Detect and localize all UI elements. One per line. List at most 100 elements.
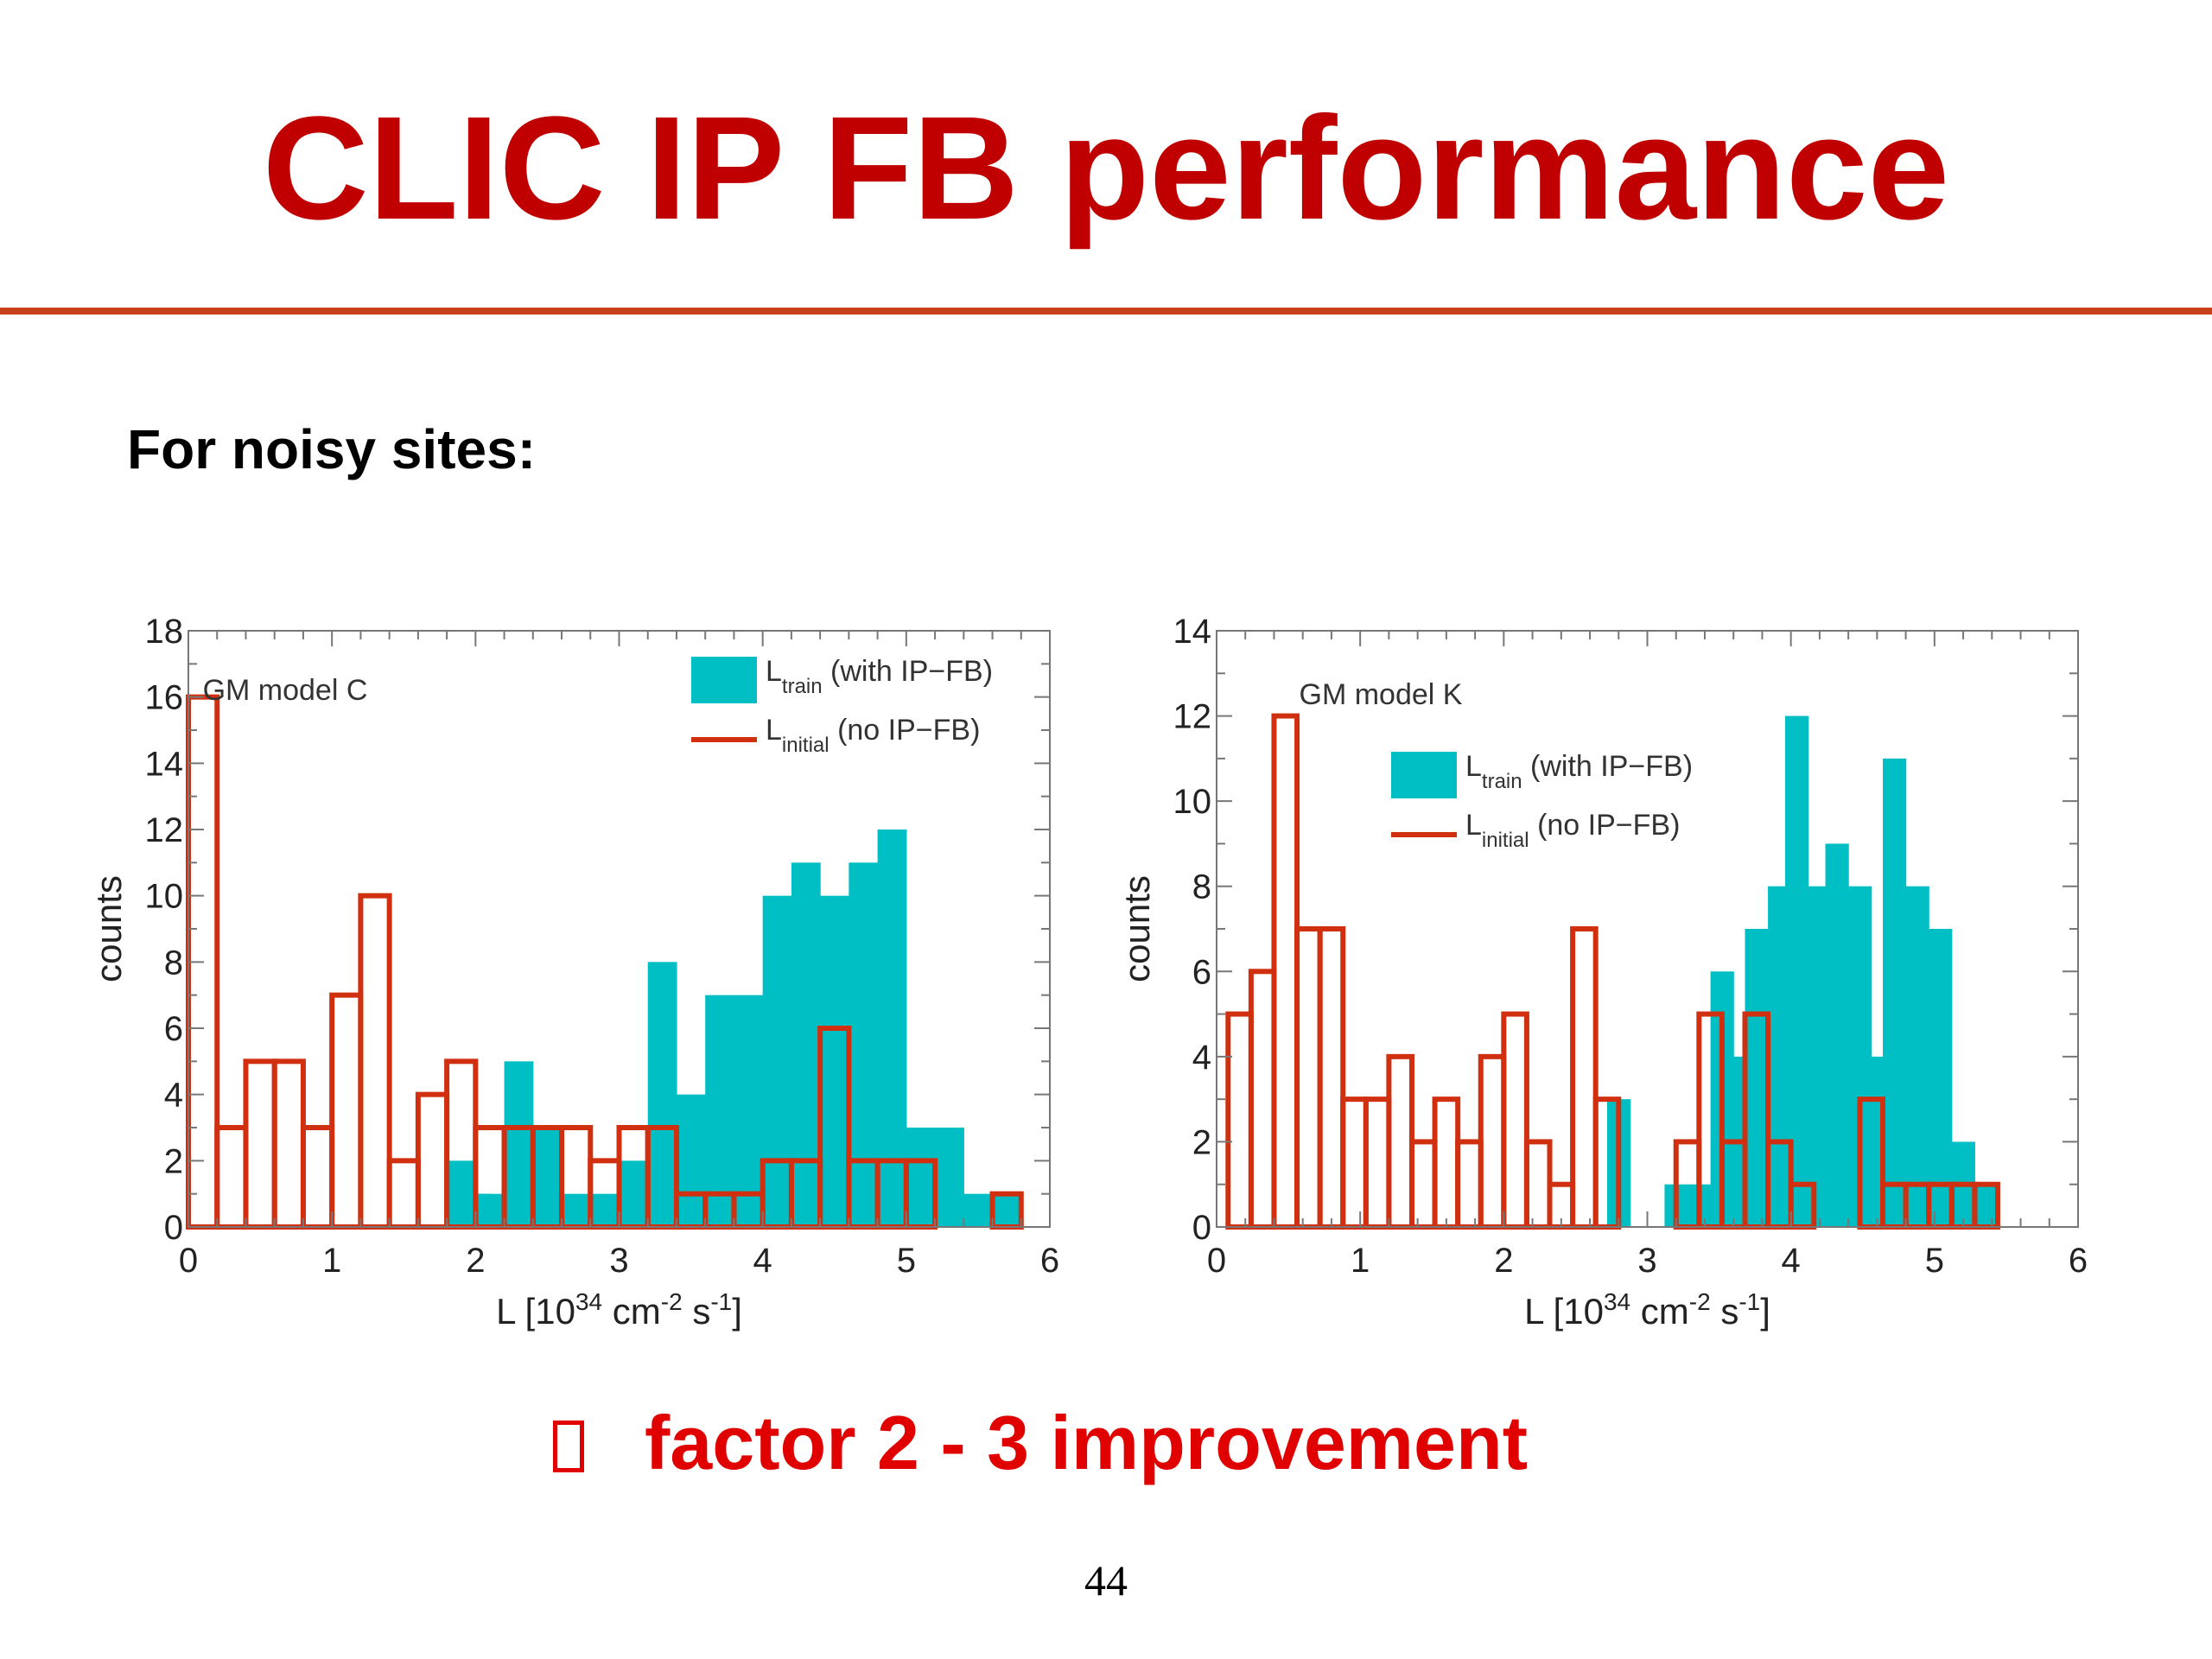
section-heading: For noisy sites: bbox=[127, 418, 536, 480]
bar-train bbox=[1745, 929, 1769, 1227]
bar-train bbox=[705, 995, 735, 1227]
bar-train bbox=[475, 1193, 505, 1227]
y-tick-label: 4 bbox=[1192, 1039, 1211, 1077]
x-label-part: L [10 bbox=[496, 1291, 575, 1332]
legend-note: (no IP−FB) bbox=[1529, 809, 1681, 842]
y-tick-label: 14 bbox=[1173, 613, 1212, 651]
box-bullet-icon bbox=[553, 1421, 584, 1472]
y-tick-label: 0 bbox=[1192, 1209, 1211, 1247]
bar-train bbox=[734, 995, 764, 1227]
bar-train bbox=[619, 1160, 649, 1227]
title-divider bbox=[0, 308, 2212, 315]
y-axis-label: counts bbox=[1116, 875, 1157, 982]
legend-main: L bbox=[766, 655, 782, 688]
legend: Ltrain (with IP−FB) Linitial (no IP−FB) bbox=[1391, 750, 1693, 852]
x-tick-label: 2 bbox=[466, 1242, 485, 1280]
legend-main: L bbox=[1465, 809, 1482, 842]
x-label-sup: -1 bbox=[1738, 1288, 1760, 1315]
x-label-sup: -2 bbox=[661, 1288, 683, 1315]
bar-train bbox=[562, 1193, 591, 1227]
x-tick-label: 3 bbox=[1637, 1242, 1656, 1280]
x-tick-label: 0 bbox=[1207, 1242, 1226, 1280]
legend-note: (with IP−FB) bbox=[1522, 750, 1693, 783]
model-annotation: GM model K bbox=[1300, 678, 1463, 711]
bar-train bbox=[1905, 886, 1929, 1227]
x-label-part: s bbox=[1711, 1291, 1739, 1332]
legend-entry: Linitial (no IP−FB) bbox=[1465, 809, 1680, 852]
bar-train bbox=[762, 895, 792, 1227]
x-axis-label: L [1034 cm-2 s-1] bbox=[496, 1288, 742, 1332]
y-tick-label: 12 bbox=[1173, 698, 1212, 736]
y-tick-label: 6 bbox=[1192, 953, 1211, 991]
legend-sub: train bbox=[1482, 770, 1522, 793]
bar-train bbox=[1974, 1184, 1999, 1227]
legend: Ltrain (with IP−FB)Linitial (no IP−FB) bbox=[691, 655, 993, 757]
bar-train bbox=[963, 1193, 994, 1227]
y-tick-label: 16 bbox=[145, 679, 184, 717]
x-tick-label: 6 bbox=[1040, 1242, 1059, 1280]
conclusion-line: factor 2 - 3 improvement bbox=[553, 1395, 1528, 1491]
y-tick-label: 18 bbox=[145, 613, 184, 651]
bar-train bbox=[849, 862, 879, 1227]
x-tick-label: 4 bbox=[1782, 1242, 1801, 1280]
legend-swatch-train bbox=[691, 657, 757, 703]
legend-entry: Linitial (no IP−FB) bbox=[766, 714, 980, 757]
legend-sub: initial bbox=[1482, 829, 1529, 852]
y-tick-label: 2 bbox=[1192, 1123, 1211, 1161]
x-tick-label: 1 bbox=[322, 1242, 341, 1280]
page-number: 44 bbox=[1084, 1556, 1128, 1605]
legend-note: (with IP−FB) bbox=[823, 655, 993, 688]
x-label-part: cm bbox=[602, 1291, 661, 1332]
bar-train bbox=[1825, 843, 1849, 1227]
y-tick-label: 8 bbox=[164, 944, 183, 982]
y-tick-label: 14 bbox=[145, 745, 184, 783]
bar-train bbox=[676, 1094, 706, 1227]
bar-train bbox=[532, 1128, 563, 1227]
y-tick-label: 10 bbox=[145, 878, 184, 916]
y-tick-label: 2 bbox=[164, 1142, 183, 1180]
x-tick-label: 1 bbox=[1351, 1242, 1370, 1280]
y-tick-label: 6 bbox=[164, 1010, 183, 1048]
x-label-part: ] bbox=[1760, 1291, 1770, 1332]
legend-main: L bbox=[766, 714, 782, 747]
bar-train bbox=[1929, 929, 1953, 1227]
x-label-part: L [10 bbox=[1524, 1291, 1604, 1332]
bar-train bbox=[820, 895, 849, 1227]
x-label-sup: -2 bbox=[1689, 1288, 1711, 1315]
x-tick-label: 3 bbox=[609, 1242, 628, 1280]
y-tick-label: 0 bbox=[164, 1209, 183, 1247]
conclusion-text: factor 2 - 3 improvement bbox=[645, 1400, 1529, 1485]
x-tick-label: 5 bbox=[897, 1242, 916, 1280]
x-axis-label: L [1034 cm-2 s-1] bbox=[1524, 1288, 1770, 1332]
y-tick-label: 4 bbox=[164, 1077, 183, 1115]
series-initial bbox=[186, 694, 1024, 1230]
legend-sub: initial bbox=[782, 734, 830, 757]
x-label-sup: -1 bbox=[710, 1288, 732, 1315]
legend-main: L bbox=[1465, 750, 1482, 783]
x-label-part: cm bbox=[1630, 1291, 1689, 1332]
x-tick-label: 6 bbox=[2069, 1242, 2088, 1280]
bar-train bbox=[877, 830, 907, 1227]
legend-swatch-train bbox=[1391, 752, 1457, 798]
bar-train bbox=[906, 1128, 936, 1227]
legend-sub: train bbox=[782, 675, 823, 698]
x-label-sup: 34 bbox=[1604, 1288, 1630, 1315]
bar-train bbox=[992, 1193, 1022, 1227]
legend-entry: Ltrain (with IP−FB) bbox=[766, 655, 993, 698]
x-tick-label: 4 bbox=[753, 1242, 772, 1280]
x-label-part: s bbox=[683, 1291, 711, 1332]
x-tick-label: 2 bbox=[1494, 1242, 1513, 1280]
y-tick-label: 8 bbox=[1192, 868, 1211, 906]
y-tick-label: 12 bbox=[145, 811, 184, 849]
series-train bbox=[447, 830, 1022, 1227]
y-axis-label: counts bbox=[88, 875, 129, 982]
model-annotation: GM model C bbox=[203, 674, 368, 707]
bar-train bbox=[791, 862, 821, 1227]
bar-train bbox=[590, 1193, 620, 1227]
slide-title: CLIC IP FB performance bbox=[262, 86, 1950, 251]
x-tick-label: 0 bbox=[179, 1242, 198, 1280]
legend-note: (no IP−FB) bbox=[830, 714, 981, 747]
bar-train bbox=[1883, 758, 1907, 1227]
